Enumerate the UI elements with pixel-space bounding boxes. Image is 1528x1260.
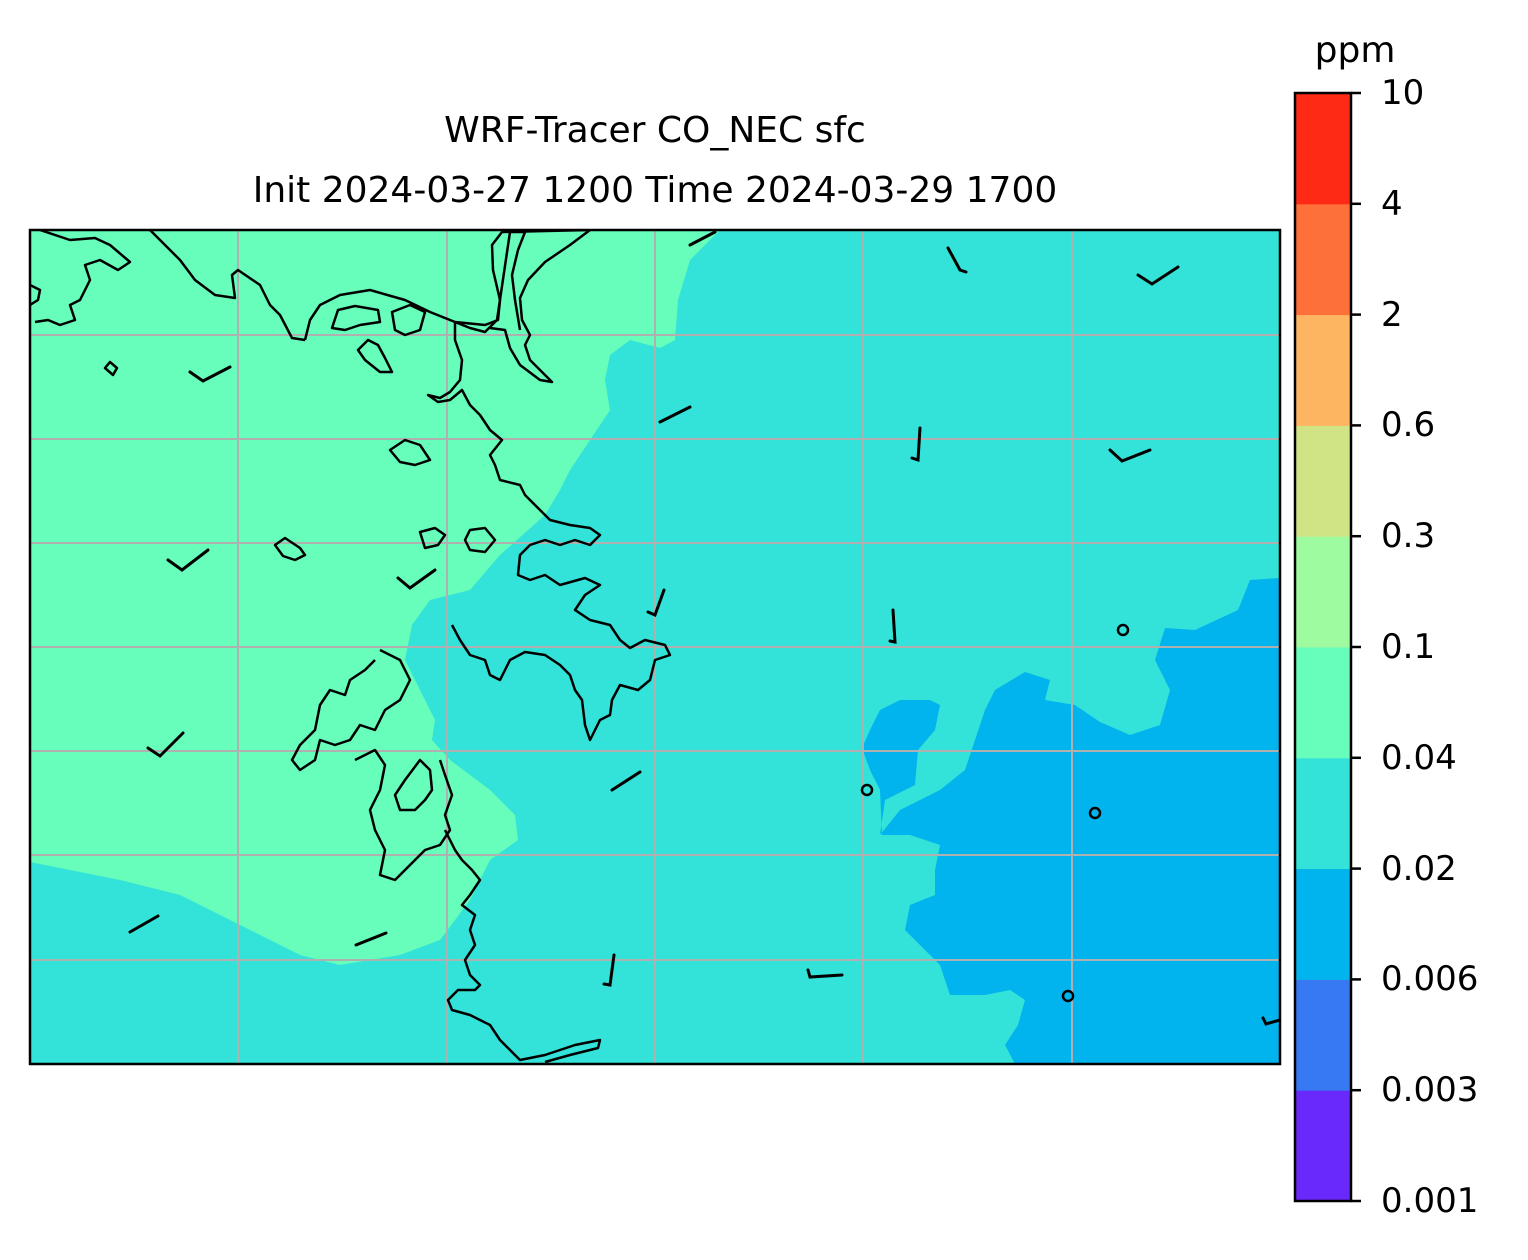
wind-barb [166,548,210,572]
map-gridlines [30,230,1280,1064]
colorbar-tick-label: 0.02 [1381,848,1457,889]
colorbar-tick-label: 0.006 [1381,959,1479,1000]
colorbar-tick-label: 0.04 [1381,737,1457,778]
wind-barb [610,770,642,792]
coastline-west-shore [426,322,672,742]
wind-barb [688,230,717,247]
figure-title-line2: Init 2024-03-27 1200 Time 2024-03-29 170… [252,170,1058,211]
colorbar-segment [1295,757,1351,870]
colorbar-tick-label: 0.003 [1381,1070,1479,1111]
colorbar-tick-label: 10 [1381,73,1425,113]
colorbar [1293,91,1361,1203]
wind-barb [910,426,922,463]
colorbar-tick-label: 2 [1381,294,1403,335]
wind-barb [806,968,844,979]
wind-barb [646,588,666,618]
coastline-south-shore [290,438,454,882]
colorbar-segment [1295,93,1351,205]
wind-barb [354,931,388,947]
colorbar-segment [1295,425,1351,537]
coastlines [30,230,1130,1064]
colorbar-tick-label: 0.3 [1381,516,1436,557]
coastline-small-islands [273,303,497,562]
wind-barbs [128,230,1280,1026]
wind-barb [658,405,692,424]
figure-title-line1: WRF-Tracer CO_NEC sfc [444,110,866,151]
colorbar-segment [1295,979,1351,1091]
colorbar-tick-label: 0.6 [1381,405,1436,446]
wind-barb [1261,1016,1280,1026]
coastline-island-b [356,338,394,374]
contour-band-0.04-0.1 [30,230,720,965]
wind-barb [146,731,185,758]
wind-barb [188,365,232,383]
wind-barb [1136,265,1180,286]
colorbar-unit-label: ppm [1314,30,1396,71]
wind-barb [396,568,437,590]
colorbar-tick-label: 0.1 [1381,627,1436,667]
colorbar-segment [1295,203,1351,316]
colorbar-segment [1295,536,1351,648]
colorbar-segment [1295,1090,1351,1202]
wind-barb [1108,448,1152,463]
colorbar-tick-label: 4 [1381,183,1403,224]
wind-barb [602,953,616,987]
wind-barb [946,246,968,274]
colorbar-tick-label: 0.001 [1381,1181,1479,1221]
coastline-peninsula [454,230,527,334]
coastline-north-bay [30,230,132,327]
colorbar-segment [1295,647,1351,759]
coastline-lakes [103,360,1130,1003]
colorbar-segment [1295,868,1351,980]
map-plot-area [30,230,1280,1064]
wind-barb [888,608,897,644]
map-frame [28,228,1282,1066]
coastline-island-a [330,304,382,332]
wind-barb [128,914,160,934]
coastline-southern-reach [443,829,602,1064]
colorbar-segment [1295,314,1351,426]
